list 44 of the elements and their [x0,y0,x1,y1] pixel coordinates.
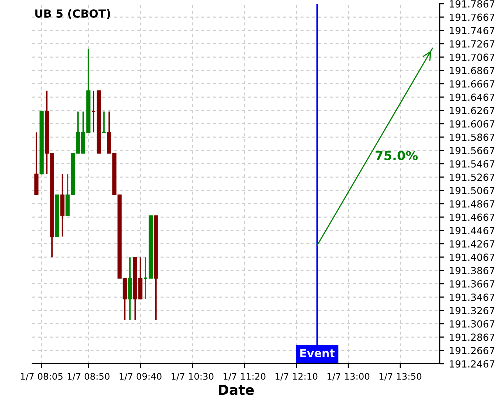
y-tick-label: 191.7267 [450,40,495,48]
y-tick-label: 191.3667 [450,280,495,288]
y-tick-label: 191.5467 [450,160,495,168]
y-tick-label: 191.2867 [450,334,495,342]
y-tick-label: 191.3267 [450,307,495,314]
y-tick-label: 191.7667 [450,14,495,22]
y-tick-label: 191.5667 [450,147,495,154]
x-tick-label: 1/7 08:05 [21,373,63,381]
y-tick-label: 191.6067 [450,120,495,128]
candlestick [34,132,39,196]
y-tick-label: 191.3867 [450,267,495,274]
annotation: 75.0% [376,151,418,160]
ref-line-label: Event [300,349,335,358]
y-tick-label: 191.4667 [450,214,495,222]
y-tick-label: 191.3067 [450,320,495,328]
y-tick-label: 191.5867 [450,134,495,142]
y-tick-label: 191.5267 [450,174,495,182]
x-tick-label: 1/7 08:50 [68,373,110,381]
y-tick-label: 191.2667 [450,347,495,354]
x-tick-label: 1/7 11:20 [224,373,266,381]
y-tick-label: 191.7467 [450,27,495,34]
y-tick-label: 191.6267 [450,107,495,114]
chart-title: UB 5 (CBOT) [36,9,110,20]
y-tick-label: 191.7067 [450,54,495,62]
y-tick-label: 191.4867 [450,200,495,208]
y-tick-label: 191.5067 [450,187,495,194]
x-tick-label: 1/7 13:00 [328,373,370,381]
candlestick [60,174,65,238]
candlestick [128,256,132,321]
x-tick-label: 1/7 09:40 [120,373,162,381]
x-tick-label: 1/7 10:30 [172,373,214,381]
x-axis-title: Date [219,384,254,396]
y-tick-label: 191.3467 [450,294,495,302]
y-tick-label: 191.7867 [450,0,495,8]
y-tick-label: 191.6667 [450,80,495,88]
candlestick [102,111,107,134]
y-tick-label: 191.6867 [450,67,495,74]
y-tick-label: 191.6467 [450,94,495,102]
x-tick-label: 1/7 12:10 [276,373,318,381]
x-tick-label: 1/7 13:50 [380,373,422,381]
y-tick-label: 191.4067 [450,254,495,262]
y-tick-label: 191.2467 [450,360,495,368]
y-tick-label: 191.4467 [450,227,495,234]
y-tick-label: 191.4267 [450,240,495,248]
